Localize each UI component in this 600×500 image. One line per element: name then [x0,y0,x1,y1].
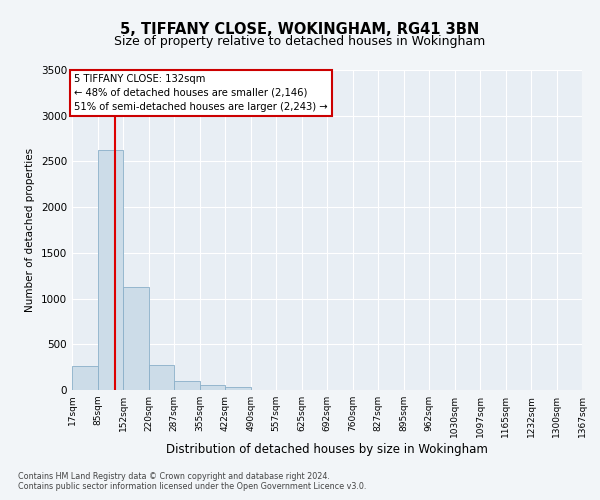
Text: Size of property relative to detached houses in Wokingham: Size of property relative to detached ho… [115,35,485,48]
Bar [149,366,174,390]
Text: 5 TIFFANY CLOSE: 132sqm
← 48% of detached houses are smaller (2,146)
51% of semi: 5 TIFFANY CLOSE: 132sqm ← 48% of detache… [74,74,328,112]
Bar [174,381,200,390]
Bar [123,286,149,390]
Text: Contains public sector information licensed under the Open Government Licence v3: Contains public sector information licen… [18,482,367,491]
Bar [72,366,98,390]
Text: 5, TIFFANY CLOSE, WOKINGHAM, RG41 3BN: 5, TIFFANY CLOSE, WOKINGHAM, RG41 3BN [121,22,479,38]
Y-axis label: Number of detached properties: Number of detached properties [25,148,35,312]
Text: Contains HM Land Registry data © Crown copyright and database right 2024.: Contains HM Land Registry data © Crown c… [18,472,330,481]
Bar [225,388,251,390]
Bar [98,150,123,390]
Bar [200,385,225,390]
X-axis label: Distribution of detached houses by size in Wokingham: Distribution of detached houses by size … [166,442,488,456]
